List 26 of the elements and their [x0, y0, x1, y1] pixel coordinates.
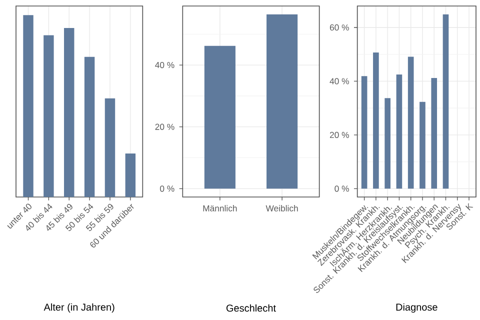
bar [408, 56, 414, 189]
x-axis-title: Geschlecht [226, 304, 276, 312]
x-axis-title: Diagnose [396, 303, 438, 313]
y-tick-label: 40 % [330, 78, 349, 84]
x-tick-label: Weiblich [266, 205, 298, 212]
y-tick-label: 0 % [334, 186, 349, 192]
x-axis-title: Alter (in Jahren) [44, 303, 114, 313]
bar [23, 15, 34, 197]
bar [373, 52, 379, 189]
y-tick-label: 0 % [160, 186, 174, 192]
bar [44, 35, 54, 197]
bar [125, 154, 136, 197]
bar [384, 98, 390, 189]
y-tick-label: 40 % [155, 62, 174, 68]
bar [84, 56, 95, 197]
bar [104, 98, 116, 197]
bar [431, 78, 438, 189]
y-tick-label: 60 % [330, 24, 349, 31]
bar [64, 28, 74, 197]
bar [396, 74, 402, 189]
bar [442, 14, 449, 189]
bar [420, 102, 426, 189]
x-tick-label: Männlich [203, 205, 237, 212]
bar [361, 76, 368, 189]
y-tick-label: 20 % [330, 132, 349, 138]
y-tick-label: 20 % [155, 124, 174, 130]
